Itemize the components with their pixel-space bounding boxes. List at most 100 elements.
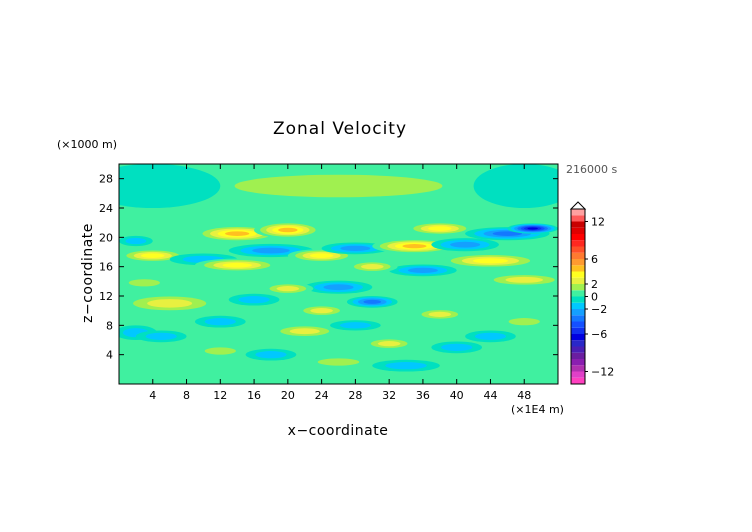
colorbar-swatch [571, 209, 585, 216]
field-contour-35-1 [385, 362, 427, 370]
y-axis: 4 8 12 16 20 24 28 [99, 173, 558, 362]
field-contour-6-1 [125, 237, 147, 245]
field-contour-1-0 [119, 164, 221, 208]
x-axis: 4 8 12 16 20 24 28 32 36 40 44 48 [149, 164, 531, 402]
x-tick-label: 32 [382, 389, 396, 402]
colorbar-swatch [571, 252, 585, 259]
field-contour-26-3 [363, 299, 382, 304]
colorbar-swatch [571, 315, 585, 322]
y-tick-label: 28 [99, 173, 113, 186]
field-contour-14-3 [492, 231, 523, 236]
field-contour-17-3 [472, 258, 509, 264]
field-contour-37-1 [255, 351, 287, 359]
x-tick-label: 12 [213, 389, 227, 402]
y-tick-label: 8 [106, 319, 113, 332]
colorbar-swatch [571, 290, 585, 297]
colorbar-swatch [571, 327, 585, 334]
colorbar-tick-label: −6 [591, 328, 607, 341]
colorbar: 12 6 20−2 −6 −12 [569, 201, 614, 385]
colorbar-swatch [571, 340, 585, 347]
field-contour-40-1 [204, 318, 236, 326]
field-contour-41-1 [204, 347, 236, 355]
colorbar-swatch [571, 334, 585, 341]
colorbar-swatch [571, 321, 585, 328]
field-contour-25-2 [323, 284, 354, 291]
colorbar-swatch [571, 265, 585, 272]
colorbar-swatch [571, 371, 585, 378]
field-contour-21-2 [147, 299, 193, 308]
y-tick-label: 24 [99, 202, 113, 215]
field-contour-38-2 [276, 286, 300, 292]
field-contour-4-4 [278, 227, 298, 233]
colorbar-swatch [571, 365, 585, 372]
y-tick-label: 20 [99, 231, 113, 244]
colorbar-swatch [571, 377, 585, 384]
y-unit-label: (×1000 m) [57, 138, 117, 151]
x-tick-label: 16 [247, 389, 261, 402]
time-label: 216000 s [566, 163, 617, 176]
y-tick-label: 4 [106, 349, 113, 362]
field-contour-39-1 [238, 296, 270, 304]
field-contour-11-2 [340, 245, 371, 251]
colorbar-extend-arrow [569, 201, 587, 210]
field-contour-34-1 [508, 318, 540, 326]
colorbar-swatch [571, 284, 585, 291]
colorbar-tick-label: 2 [591, 278, 598, 291]
field-contour-16-2 [450, 241, 481, 248]
y-axis-label: z−coordinate [80, 223, 96, 323]
colorbar-swatch [571, 277, 585, 284]
colorbar-tick-label: −12 [591, 366, 614, 379]
field-contour-12-4 [402, 244, 427, 249]
colorbar-swatch [571, 234, 585, 241]
x-axis-label: x−coordinate [288, 423, 389, 439]
field-contour-15-6 [527, 227, 539, 230]
field-contour-5-3 [141, 253, 165, 258]
field-contour-13-3 [428, 226, 452, 231]
x-unit-label: (×1E4 m) [511, 403, 564, 416]
field-contour-27-2 [310, 308, 333, 314]
field-contour-32-1 [441, 343, 473, 351]
x-tick-label: 24 [315, 389, 329, 402]
field-contour-36-1 [317, 358, 360, 366]
field-contour-10-3 [222, 262, 252, 268]
field-contour-18-2 [505, 276, 543, 283]
field-contour-8-2 [252, 247, 290, 254]
velocity-field [119, 164, 558, 384]
field-contour-9-3 [309, 253, 334, 258]
colorbar-swatch [571, 221, 585, 228]
colorbar-swatch [571, 240, 585, 247]
field-contour-30-2 [377, 341, 401, 347]
x-tick-label: 36 [416, 389, 430, 402]
x-tick-label: 44 [483, 389, 497, 402]
x-tick-label: 4 [149, 389, 156, 402]
colorbar-tick-label: 12 [591, 216, 605, 229]
colorbar-swatch [571, 346, 585, 353]
colorbar-swatch [571, 352, 585, 359]
colorbar-tick-label: 0 [591, 291, 598, 304]
field-contour-28-2 [289, 328, 320, 335]
colorbar-swatch [571, 302, 585, 309]
plot-frame [118, 163, 559, 385]
field-contour-31-2 [428, 311, 452, 317]
field-contour-3-4 [225, 231, 250, 236]
y-tick-label: 16 [99, 261, 113, 274]
x-tick-label: 48 [517, 389, 531, 402]
colorbar-swatch [571, 246, 585, 253]
colorbar-swatch [571, 215, 585, 222]
x-tick-label: 8 [183, 389, 190, 402]
field-contour-22-1 [128, 279, 160, 287]
x-tick-label: 28 [348, 389, 362, 402]
field-contour-24-1 [145, 332, 177, 340]
field-contour-19-2 [407, 267, 438, 273]
colorbar-swatch [571, 309, 585, 316]
colorbar-swatch [571, 227, 585, 234]
x-tick-label: 40 [450, 389, 464, 402]
field-contour-0-1 [234, 174, 443, 198]
field-contour-29-1 [339, 322, 371, 329]
y-tick-label: 12 [99, 290, 113, 303]
field-contour-2-0 [473, 164, 558, 208]
field-contour-20-2 [361, 264, 384, 270]
colorbar-swatch [571, 296, 585, 303]
field-contour-33-1 [474, 332, 507, 340]
